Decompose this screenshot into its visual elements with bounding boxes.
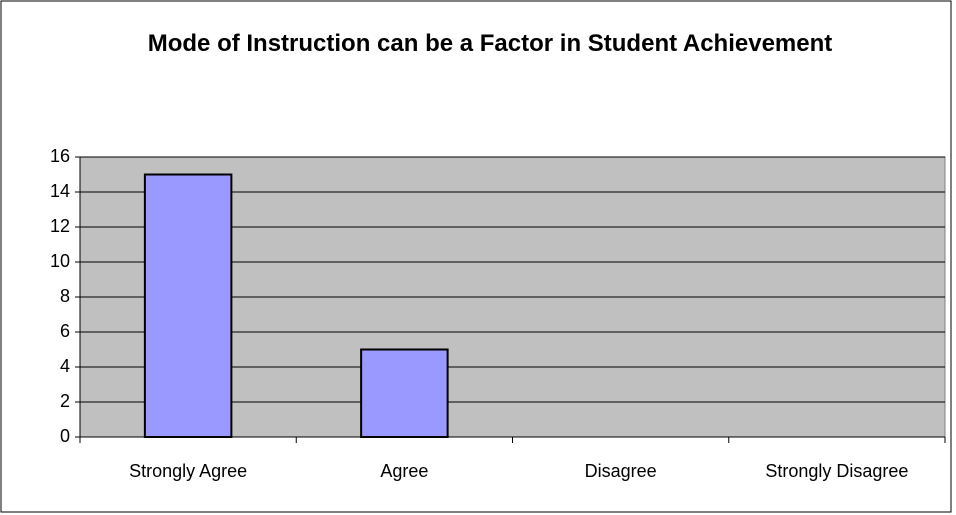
y-tick-label: 0 [60, 426, 70, 446]
bar [143, 173, 233, 438]
chart-title: Mode of Instruction can be a Factor in S… [147, 30, 833, 57]
y-tick-label: 6 [60, 321, 70, 341]
x-tick-label: Strongly Disagree [765, 461, 908, 481]
y-tick-label: 12 [50, 216, 70, 236]
x-tick-label: Strongly Agree [129, 461, 247, 481]
x-tick-label: Disagree [585, 461, 657, 481]
y-tick-label: 4 [60, 356, 70, 376]
y-tick-label: 16 [50, 146, 70, 166]
y-tick-label: 8 [60, 286, 70, 306]
y-tick-label: 2 [60, 391, 70, 411]
bar [360, 348, 449, 438]
y-tick-label: 10 [50, 251, 70, 271]
x-tick-label: Agree [380, 461, 428, 481]
y-tick-label: 14 [50, 181, 70, 201]
